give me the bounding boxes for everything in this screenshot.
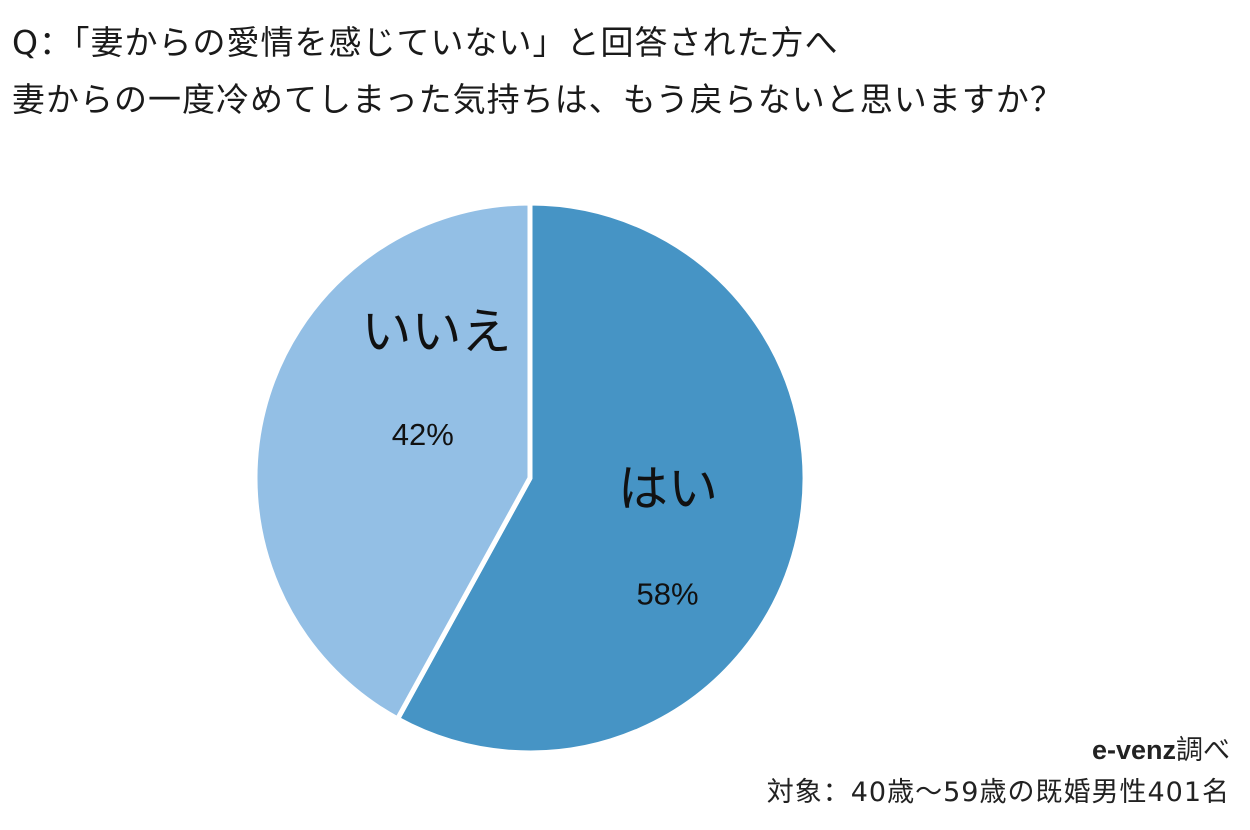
source-suffix: 調べ <box>1176 735 1230 766</box>
target-note: 対象：40歳〜59歳の既婚男性401名 <box>766 777 1230 808</box>
slice-value-no: 42% <box>392 417 454 452</box>
question-text: Q：「妻からの愛情を感じていない」と回答された方へ 妻からの一度冷めてしまった気… <box>12 14 1232 128</box>
footer: e-venz調べ 対象：40歳〜59歳の既婚男性401名 <box>767 729 1230 814</box>
slice-label-yes: はい <box>618 460 718 518</box>
source-note: e-venz調べ <box>767 729 1230 772</box>
question-line-1: Q：「妻からの愛情を感じていない」と回答された方へ <box>12 23 839 62</box>
pie-slice-yes <box>395 200 808 756</box>
slice-label-no: いいえ <box>362 303 512 361</box>
pie-slice-no <box>252 200 533 722</box>
question-line-2: 妻からの一度冷めてしまった気持ちは、もう戻らないと思いますか？ <box>12 80 1064 119</box>
slice-value-yes: 58% <box>636 576 698 611</box>
source-brand: e-venz <box>1091 735 1176 765</box>
